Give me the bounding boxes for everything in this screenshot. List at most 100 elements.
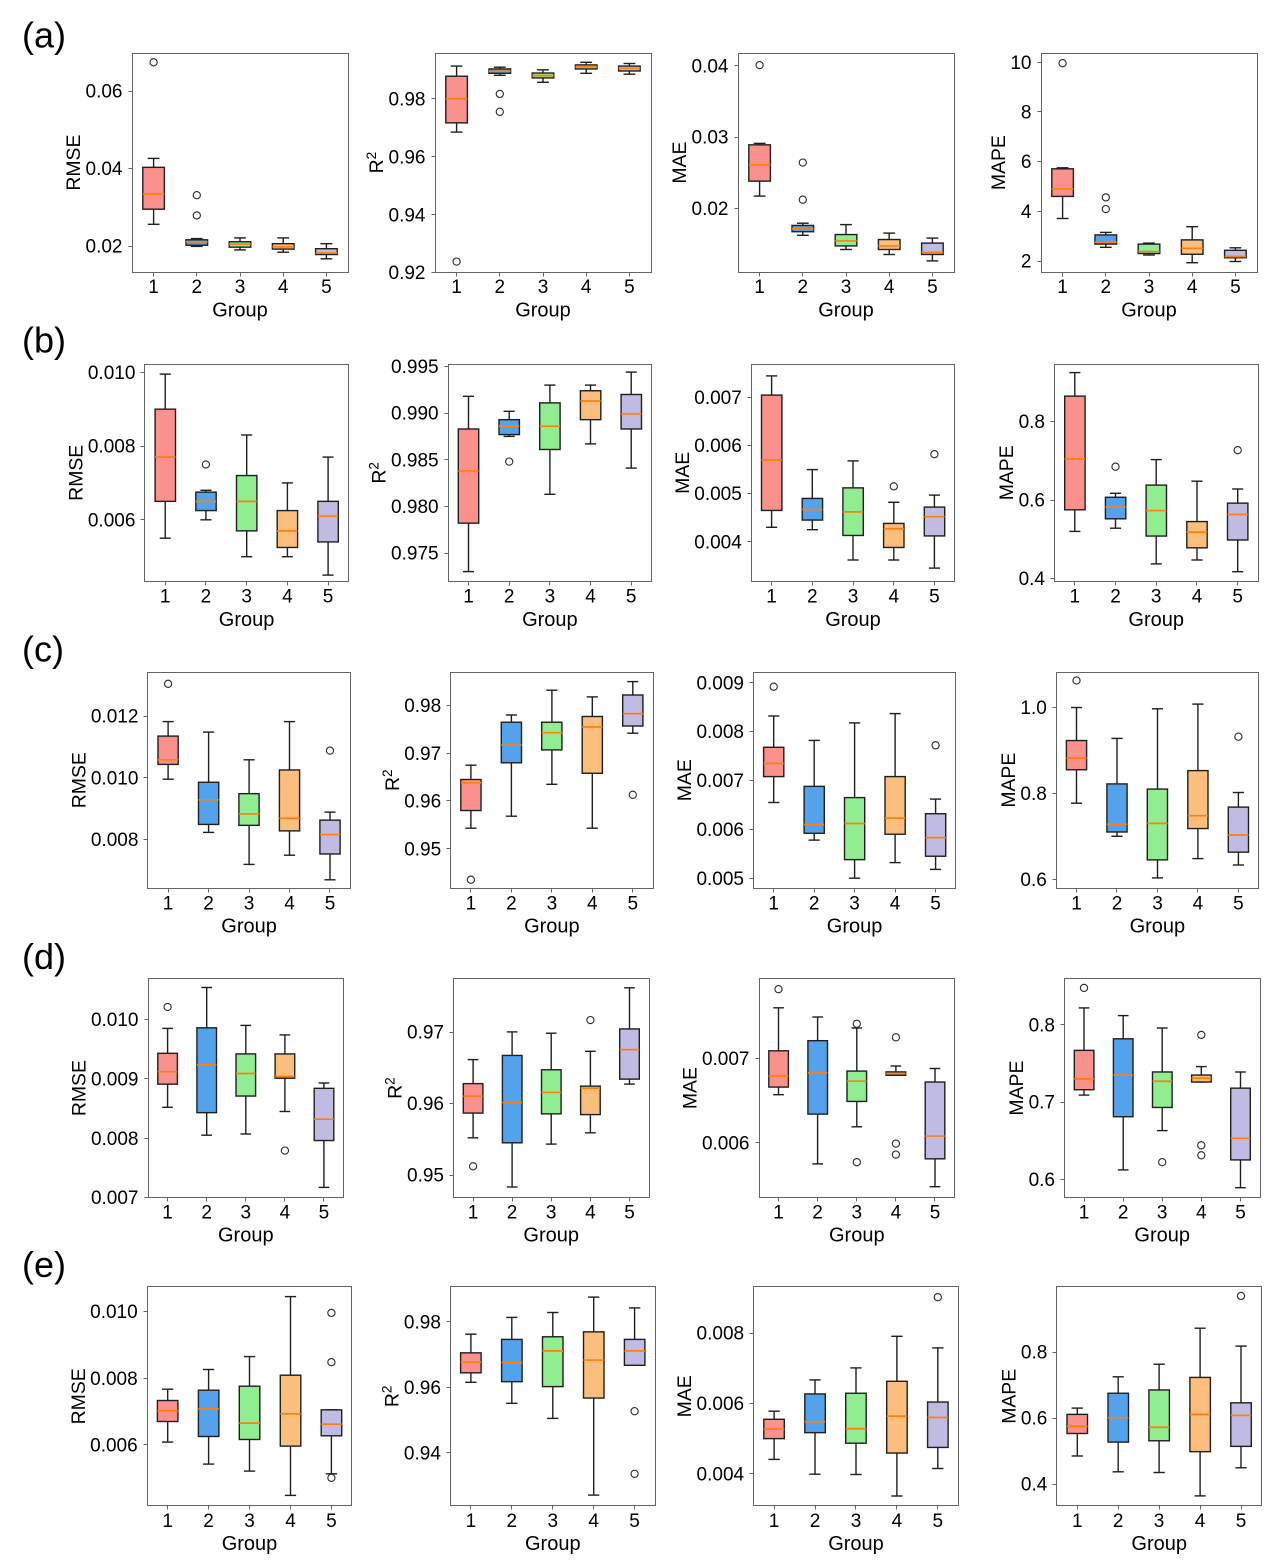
svg-text:3: 3 [1154,1511,1165,1532]
svg-text:1: 1 [468,1202,479,1223]
svg-text:2: 2 [506,893,517,914]
svg-text:5: 5 [1236,1511,1247,1532]
svg-text:0.980: 0.980 [391,497,439,518]
svg-text:0.97: 0.97 [407,1023,444,1044]
svg-text:3: 3 [545,587,556,608]
svg-text:2: 2 [1113,1511,1124,1532]
svg-text:Group: Group [825,609,881,631]
svg-text:Group: Group [818,300,874,322]
svg-text:0.990: 0.990 [391,404,439,425]
svg-text:1: 1 [773,1202,784,1223]
svg-text:4: 4 [1193,893,1204,914]
svg-text:2: 2 [1101,277,1112,298]
svg-text:4: 4 [581,277,592,298]
svg-text:0.007: 0.007 [702,1049,750,1070]
svg-text:2: 2 [812,1202,823,1223]
svg-text:0.8: 0.8 [1029,1016,1055,1037]
svg-text:1: 1 [148,277,159,298]
svg-text:0.006: 0.006 [697,1394,745,1415]
svg-text:MAE: MAE [672,452,694,494]
svg-text:Group: Group [221,916,277,938]
svg-text:2: 2 [798,277,809,298]
svg-text:0.010: 0.010 [91,1010,139,1031]
svg-text:1: 1 [1079,1202,1090,1223]
svg-text:1: 1 [451,277,462,298]
svg-text:5: 5 [1233,893,1244,914]
svg-text:0.007: 0.007 [696,771,744,792]
svg-text:0.005: 0.005 [696,869,744,890]
svg-text:1: 1 [162,1511,173,1532]
svg-text:0.009: 0.009 [91,1069,139,1090]
svg-text:RMSE: RMSE [63,135,85,191]
svg-text:2: 2 [201,1202,212,1223]
svg-text:3: 3 [1157,1202,1168,1223]
svg-text:0.006: 0.006 [696,820,744,841]
svg-text:4: 4 [278,277,289,298]
svg-text:4: 4 [587,893,598,914]
svg-text:5: 5 [626,587,637,608]
svg-text:Group: Group [522,609,578,631]
svg-text:Group: Group [218,1225,274,1247]
svg-text:Group: Group [525,1533,581,1555]
svg-text:0.010: 0.010 [88,363,136,384]
svg-text:0.4: 0.4 [1021,1475,1048,1496]
svg-text:MAE: MAE [674,1375,696,1417]
svg-text:1: 1 [160,587,171,608]
svg-text:5: 5 [933,1511,944,1532]
svg-text:1.0: 1.0 [1020,698,1046,719]
svg-text:2: 2 [1021,252,1032,273]
svg-text:0.010: 0.010 [91,768,139,789]
svg-text:(b): (b) [22,320,66,361]
svg-text:0.007: 0.007 [694,388,742,409]
svg-text:2: 2 [1112,893,1123,914]
svg-text:1: 1 [466,1511,477,1532]
svg-text:3: 3 [851,1511,862,1532]
svg-text:3: 3 [1144,277,1155,298]
svg-text:0.006: 0.006 [702,1133,750,1154]
svg-text:0.04: 0.04 [692,56,729,77]
svg-text:Group: Group [515,300,571,322]
svg-text:0.006: 0.006 [694,436,742,457]
svg-text:Group: Group [212,300,268,322]
svg-text:3: 3 [241,587,252,608]
svg-text:5: 5 [323,587,334,608]
svg-text:5: 5 [628,893,639,914]
svg-text:4: 4 [892,1511,903,1532]
svg-text:0.6: 0.6 [1029,1170,1055,1191]
svg-text:0.004: 0.004 [694,532,742,553]
svg-text:6: 6 [1021,152,1032,173]
svg-text:2: 2 [203,1511,214,1532]
svg-text:3: 3 [1151,587,1162,608]
svg-text:0.995: 0.995 [391,357,439,378]
svg-text:5: 5 [624,1202,635,1223]
svg-text:1: 1 [162,1202,173,1223]
svg-text:5: 5 [927,277,938,298]
svg-text:Group: Group [219,609,275,631]
svg-text:MAPE: MAPE [1006,1061,1028,1116]
svg-text:0.97: 0.97 [404,744,441,765]
svg-text:3: 3 [852,1202,863,1223]
svg-text:0.96: 0.96 [404,1378,441,1399]
svg-text:RMSE: RMSE [69,752,91,808]
svg-text:1: 1 [1057,277,1068,298]
svg-text:5: 5 [325,893,336,914]
svg-text:(e): (e) [22,1244,66,1285]
svg-text:0.008: 0.008 [88,437,136,458]
svg-text:RMSE: RMSE [68,1368,90,1424]
svg-text:0.005: 0.005 [694,484,742,505]
svg-text:3: 3 [849,893,860,914]
svg-text:MAPE: MAPE [998,753,1020,808]
svg-text:0.03: 0.03 [692,128,729,149]
svg-text:Group: Group [523,1225,579,1247]
svg-text:5: 5 [321,277,332,298]
svg-text:4: 4 [588,1511,599,1532]
svg-text:2: 2 [495,277,506,298]
svg-text:(c): (c) [22,629,64,670]
svg-text:10: 10 [1010,53,1031,74]
svg-text:Group: Group [1121,300,1177,322]
svg-text:0.98: 0.98 [389,89,426,110]
svg-text:RMSE: RMSE [69,1060,91,1116]
svg-text:(d): (d) [22,936,66,977]
svg-text:5: 5 [624,277,635,298]
svg-text:Group: Group [1134,1225,1190,1247]
